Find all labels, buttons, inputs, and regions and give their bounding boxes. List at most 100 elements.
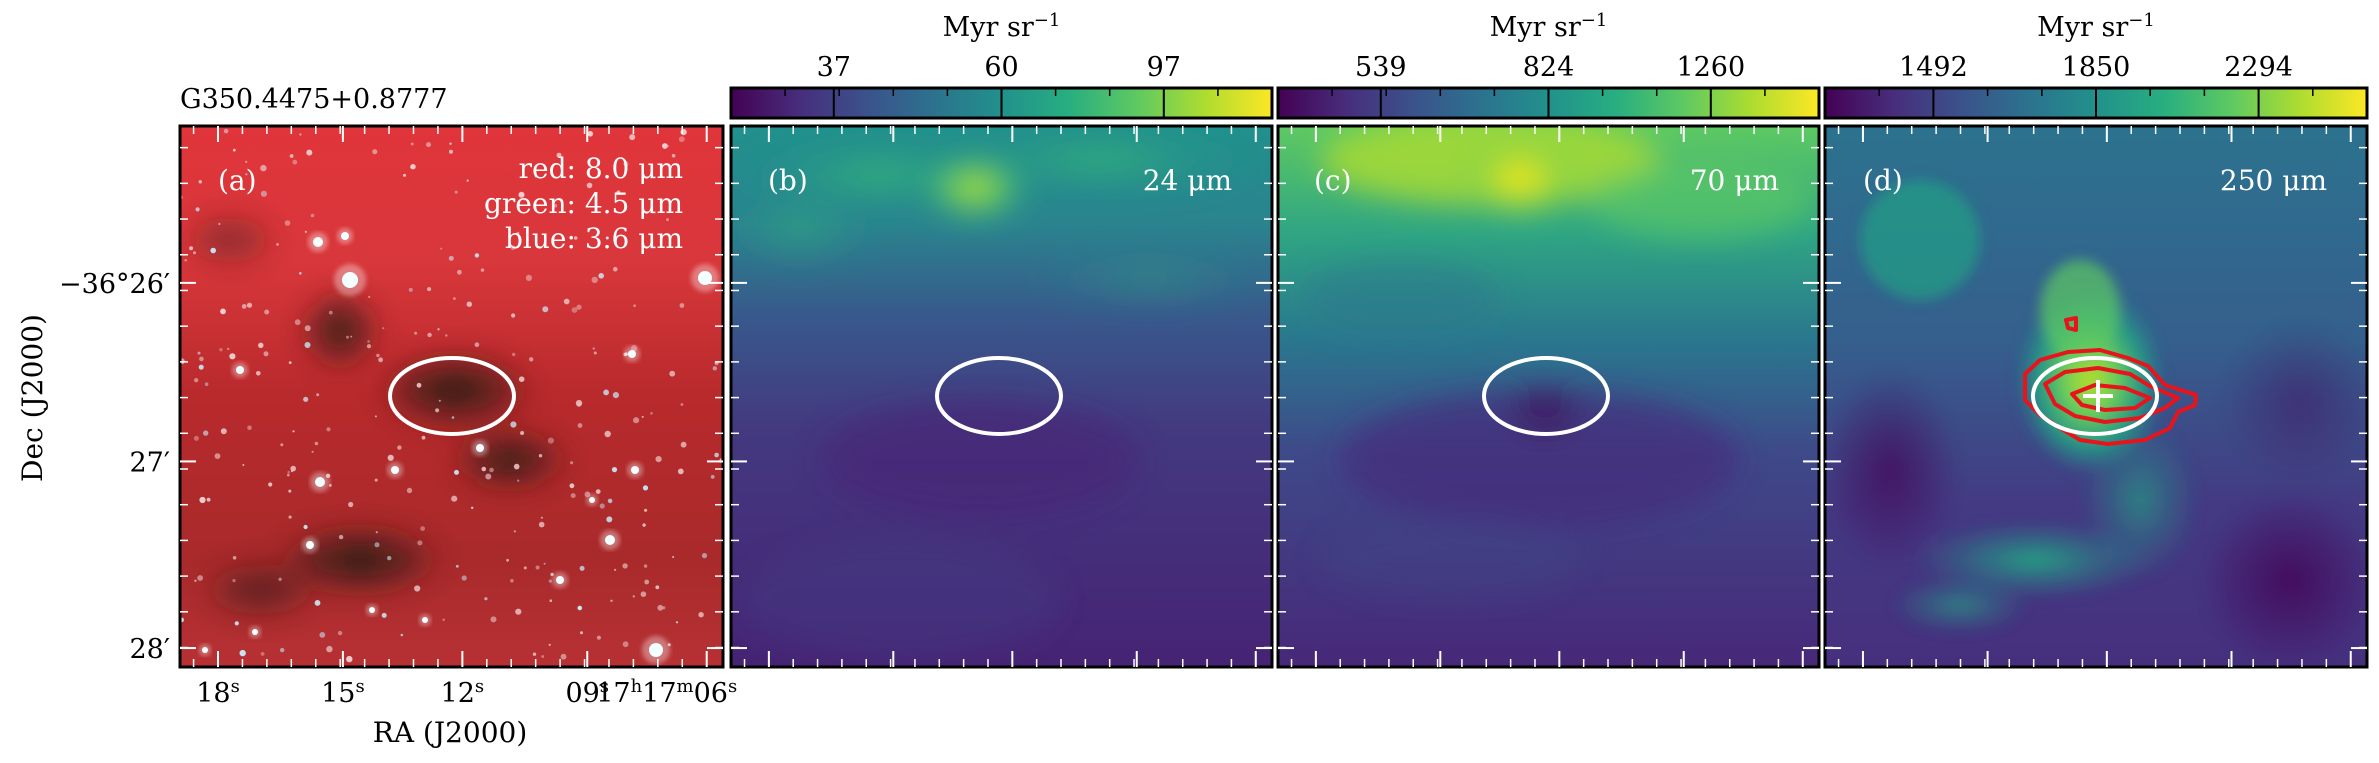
star — [290, 465, 297, 472]
star — [218, 222, 221, 226]
star — [437, 328, 440, 331]
star — [278, 577, 282, 581]
star — [471, 506, 474, 509]
star — [189, 246, 194, 251]
star — [268, 482, 273, 487]
star — [193, 251, 196, 255]
star — [506, 558, 509, 562]
star — [414, 331, 418, 335]
star — [387, 555, 392, 561]
colorbar-unit-exponent: −1 — [2128, 10, 2155, 31]
star — [484, 597, 488, 601]
star — [516, 231, 520, 235]
panel-c-image — [1278, 126, 1819, 667]
star — [606, 516, 613, 523]
star — [607, 498, 613, 504]
star — [299, 272, 302, 275]
colorbar-d: Myr sr−1 1492 1850 2294 — [1823, 10, 2369, 120]
star — [438, 399, 441, 402]
star — [197, 351, 201, 355]
star — [440, 247, 443, 250]
star — [264, 309, 270, 315]
star — [227, 347, 230, 351]
star — [451, 416, 455, 419]
bright-star — [391, 466, 399, 474]
star — [675, 621, 679, 624]
colorbar-tick-label: 37 — [817, 52, 851, 83]
star — [679, 303, 685, 308]
star — [403, 173, 406, 177]
star — [517, 479, 520, 482]
star — [427, 287, 432, 292]
star — [622, 563, 628, 569]
colorbar-tick-label: 2294 — [2224, 52, 2293, 83]
star — [599, 503, 605, 509]
star — [474, 253, 480, 258]
star — [481, 466, 487, 472]
star-field — [180, 128, 723, 664]
star — [510, 313, 516, 318]
star — [276, 243, 279, 246]
star — [319, 632, 326, 638]
star — [534, 175, 538, 178]
star — [292, 430, 295, 433]
star — [529, 357, 534, 362]
star — [260, 164, 267, 172]
bright-star — [236, 366, 244, 374]
colorbar-tick-label: 539 — [1355, 52, 1407, 83]
star — [629, 134, 636, 141]
panel-d-frame — [1823, 124, 2369, 669]
y-axis-label: Dec (J2000) — [16, 314, 49, 482]
bright-star — [313, 237, 323, 247]
star — [410, 166, 413, 169]
star — [284, 220, 291, 226]
star — [292, 159, 298, 165]
star — [346, 655, 353, 663]
star — [518, 191, 525, 198]
star — [540, 516, 543, 519]
star — [525, 274, 533, 281]
star — [288, 361, 292, 364]
star — [449, 149, 453, 154]
colorbar-unit: Myr sr−1 — [943, 10, 1061, 44]
panel-c: (c) 70 μm — [1276, 124, 1821, 669]
star — [197, 575, 204, 581]
star — [698, 612, 704, 618]
bright-star — [342, 272, 358, 288]
colorbar-c: Myr sr−1 539 824 1260 — [1276, 10, 1821, 120]
star — [593, 351, 597, 355]
star — [406, 487, 413, 494]
star — [194, 378, 199, 383]
star — [368, 295, 371, 298]
star — [442, 618, 446, 621]
star — [605, 236, 609, 240]
bright-star — [341, 232, 349, 240]
star — [366, 344, 372, 349]
colorbar-tick-label: 97 — [1147, 52, 1181, 83]
star — [592, 347, 595, 350]
star — [520, 431, 525, 435]
star — [543, 562, 546, 565]
star — [287, 473, 290, 477]
star — [195, 207, 200, 212]
star — [287, 470, 291, 474]
x-tick-label: 12s — [441, 676, 485, 710]
star — [556, 152, 562, 158]
star — [328, 310, 333, 315]
star — [474, 342, 480, 348]
colorbar-tick-label: 1260 — [1676, 52, 1745, 83]
star — [234, 621, 239, 626]
x-tick-label-part: 18 — [196, 678, 230, 709]
star — [316, 393, 320, 397]
star — [614, 568, 617, 572]
panel-a: (a) red: 8.0 μm green: 4.5 μm blue: 3.6 … — [178, 124, 725, 669]
star — [416, 382, 422, 388]
x-tick-label: 17h17m06s — [596, 676, 737, 710]
x-tick-label-sup: m — [677, 676, 694, 697]
bright-star — [369, 607, 375, 613]
star — [374, 478, 378, 482]
star — [378, 357, 383, 363]
